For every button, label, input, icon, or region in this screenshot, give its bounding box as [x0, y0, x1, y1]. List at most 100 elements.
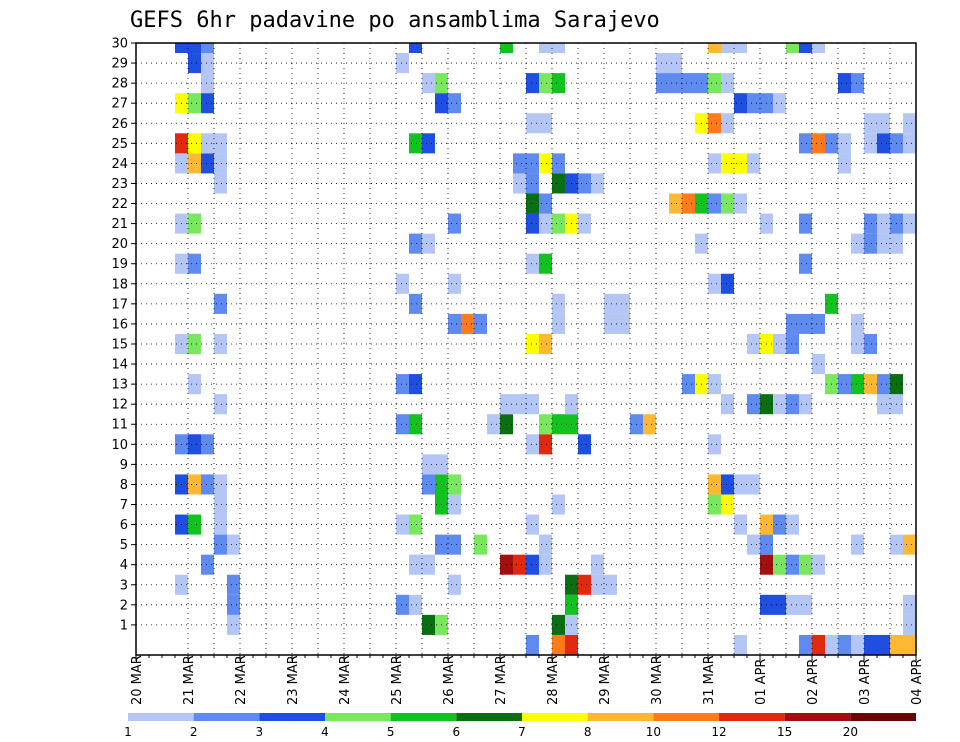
y-axis: 1234567891011121314151617181920212223242…: [111, 37, 136, 633]
heatmap-cell: [734, 193, 747, 214]
heatmap-cell: [799, 394, 812, 415]
heatmap-cell: [851, 634, 864, 655]
heatmap-cell: [773, 394, 786, 415]
heatmap-cell: [721, 153, 734, 174]
y-tick-label: 22: [111, 197, 128, 212]
chart-title: GEFS 6hr padavine po ansamblima Sarajevo: [130, 8, 660, 33]
heatmap-cell: [864, 113, 877, 134]
y-tick-label: 15: [111, 337, 128, 352]
y-tick-label: 5: [120, 538, 128, 553]
heatmap-cell: [188, 253, 201, 274]
heatmap-cell: [864, 213, 877, 234]
heatmap-cell: [201, 434, 214, 455]
heatmap-cell: [864, 233, 877, 254]
heatmap-cell: [799, 554, 812, 575]
heatmap-cell: [903, 634, 916, 655]
y-tick-label: 3: [120, 578, 128, 593]
heatmap-cell: [591, 574, 604, 595]
heatmap-cell: [513, 153, 526, 174]
heatmap-cell: [409, 554, 422, 575]
colorbar-swatch: [259, 713, 325, 721]
heatmap-cell: [617, 313, 630, 334]
heatmap-cell: [604, 313, 617, 334]
heatmap-cell: [812, 634, 825, 655]
heatmap-cell: [812, 43, 825, 54]
colorbar: 1 2 3 4 5 6 7 8 10 12 15 20: [124, 713, 916, 739]
heatmap-cell: [422, 133, 435, 154]
y-tick-label: 6: [120, 518, 128, 533]
heatmap-cell: [708, 494, 721, 515]
colorbar-swatch: [784, 713, 851, 721]
y-tick-label: 10: [111, 438, 128, 453]
heatmap-cell: [448, 273, 461, 294]
heatmap-cell: [643, 414, 656, 435]
heatmap-cell: [838, 133, 851, 154]
heatmap-cell: [422, 554, 435, 575]
heatmap-cell: [864, 333, 877, 355]
heatmap-cell: [526, 554, 539, 575]
heatmap-cell: [201, 554, 214, 575]
heatmap-cell: [552, 73, 565, 94]
heatmap-cell: [721, 113, 734, 134]
heatmap-cell: [851, 374, 864, 395]
heatmap-cell: [721, 73, 734, 94]
heatmap-cell: [838, 634, 851, 655]
heatmap-cell: [851, 73, 864, 94]
heatmap-cell: [539, 43, 552, 54]
heatmap-cell: [799, 43, 812, 54]
heatmap-cell: [721, 494, 734, 515]
heatmap-cell: [539, 153, 552, 174]
heatmap-cell: [188, 333, 201, 355]
heatmap-cell: [890, 634, 903, 655]
heatmap-cell: [604, 574, 617, 595]
heatmap-cell: [526, 213, 539, 234]
heatmap-cell: [799, 253, 812, 274]
y-tick-label: 28: [111, 77, 128, 92]
heatmap-cell: [539, 253, 552, 274]
heatmap-cell: [552, 414, 565, 435]
heatmap-cell: [786, 43, 799, 54]
heatmap-cell: [682, 193, 695, 214]
y-tick-label: 29: [111, 57, 128, 72]
heatmap-cell: [708, 113, 721, 134]
heatmap-cell: [188, 153, 201, 174]
heatmap-cell: [838, 73, 851, 94]
heatmap-cell: [903, 113, 916, 134]
heatmap-cell: [227, 594, 240, 615]
heatmap-cell: [708, 474, 721, 495]
heatmap-cell: [461, 313, 474, 334]
colorbar-swatch: [719, 713, 785, 721]
colorbar-label: 7: [518, 725, 526, 739]
heatmap-cell: [448, 534, 461, 555]
heatmap-cell: [877, 113, 890, 134]
heatmap-cell: [708, 434, 721, 455]
heatmap-cell: [838, 374, 851, 395]
x-tick-label: 23 MAR: [286, 655, 301, 705]
heatmap-cell: [526, 514, 539, 535]
y-tick-label: 12: [111, 398, 128, 413]
colorbar-swatch: [456, 713, 522, 721]
colorbar-label: 3: [256, 725, 264, 739]
heatmap-cell: [474, 313, 487, 334]
heatmap-cell: [565, 634, 578, 655]
heatmap-cell: [396, 374, 409, 395]
heatmap-cell: [747, 534, 760, 555]
heatmap-cell: [409, 43, 422, 54]
heatmap-cell: [552, 43, 565, 54]
heatmap-cell: [188, 133, 201, 154]
heatmap-cell: [747, 394, 760, 415]
y-tick-label: 14: [111, 358, 128, 373]
heatmap-cell: [552, 634, 565, 655]
heatmap-cell: [188, 474, 201, 495]
x-tick-label: 28 MAR: [546, 655, 561, 705]
heatmap-cell: [409, 293, 422, 314]
y-tick-label: 21: [111, 217, 128, 232]
heatmap-cell: [604, 293, 617, 314]
heatmap-cell: [877, 133, 890, 154]
heatmap-cell: [747, 474, 760, 495]
heatmap-cell: [877, 233, 890, 254]
heatmap-cell: [708, 374, 721, 395]
heatmap-cell: [448, 93, 461, 114]
heatmap-cell: [721, 273, 734, 294]
heatmap-cell: [539, 534, 552, 555]
